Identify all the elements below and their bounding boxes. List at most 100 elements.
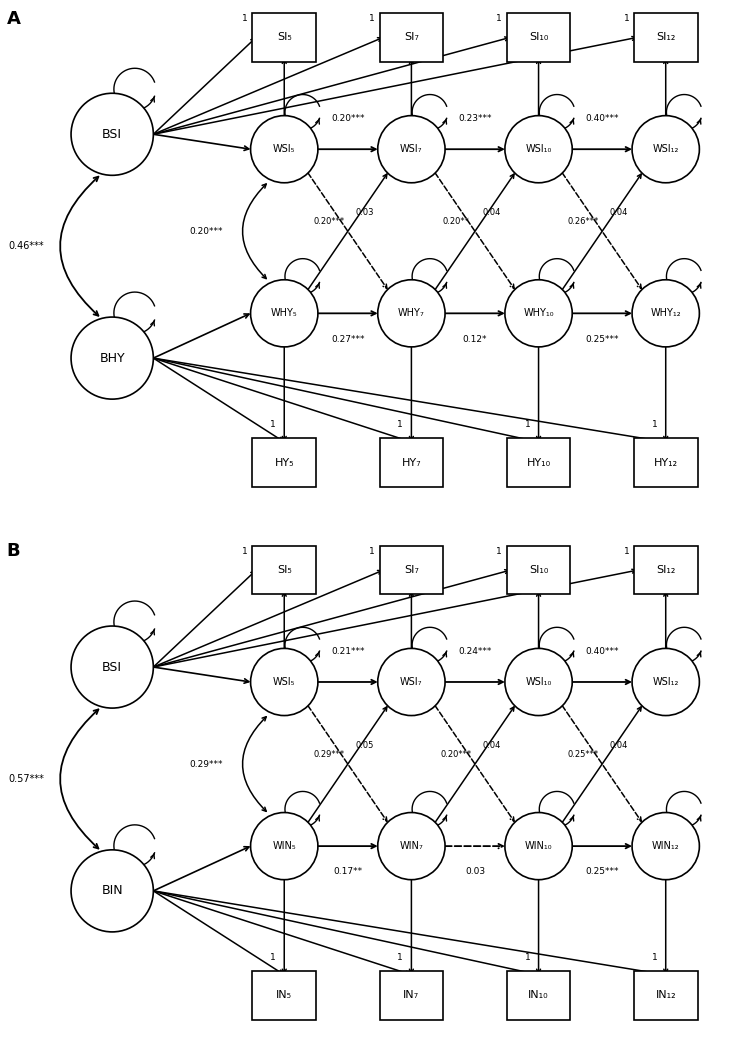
Text: 1: 1 — [270, 953, 276, 962]
Text: 0.20***: 0.20*** — [441, 750, 472, 759]
FancyBboxPatch shape — [379, 545, 443, 594]
Text: 1: 1 — [370, 546, 375, 556]
FancyBboxPatch shape — [252, 971, 316, 1019]
Text: SI₅: SI₅ — [277, 33, 292, 42]
Text: 0.04: 0.04 — [610, 208, 628, 217]
Text: 0.29***: 0.29*** — [189, 760, 222, 768]
Text: 1: 1 — [652, 953, 657, 962]
Text: IN₅: IN₅ — [276, 991, 292, 1000]
Text: WSI₁₀: WSI₁₀ — [525, 145, 552, 154]
Text: BHY: BHY — [99, 351, 125, 365]
Circle shape — [71, 318, 153, 399]
FancyBboxPatch shape — [634, 545, 697, 594]
Text: SI₇: SI₇ — [404, 33, 419, 42]
Circle shape — [378, 280, 445, 347]
Text: BIN: BIN — [102, 884, 123, 898]
Text: BSI: BSI — [102, 660, 122, 673]
Text: WSI₁₂: WSI₁₂ — [652, 677, 679, 687]
Text: WHY₁₀: WHY₁₀ — [524, 308, 554, 319]
Text: 0.03: 0.03 — [465, 867, 485, 877]
Text: IN₁₀: IN₁₀ — [528, 991, 549, 1000]
Circle shape — [71, 93, 153, 175]
Text: WSI₇: WSI₇ — [400, 677, 423, 687]
Text: 1: 1 — [242, 14, 248, 23]
Text: 0.27***: 0.27*** — [331, 334, 364, 344]
Text: 1: 1 — [652, 420, 657, 429]
Circle shape — [378, 649, 445, 715]
Text: 1: 1 — [497, 14, 502, 23]
Text: 0.20***: 0.20*** — [313, 217, 345, 226]
Text: IN₁₂: IN₁₂ — [655, 991, 676, 1000]
Text: WHY₇: WHY₇ — [398, 308, 425, 319]
Text: 1: 1 — [242, 546, 248, 556]
Text: 1: 1 — [624, 546, 629, 556]
Text: 0.20**: 0.20** — [443, 217, 470, 226]
Text: 1: 1 — [397, 953, 403, 962]
Circle shape — [632, 812, 699, 880]
Text: SI₁₀: SI₁₀ — [529, 33, 548, 42]
Text: HY₅: HY₅ — [275, 458, 294, 467]
Text: 0.05: 0.05 — [355, 741, 373, 750]
Text: SI₁₂: SI₁₂ — [656, 565, 675, 575]
Text: 0.04: 0.04 — [610, 741, 628, 750]
FancyBboxPatch shape — [507, 971, 570, 1019]
Text: 0.25***: 0.25*** — [568, 750, 599, 759]
Text: WIN₁₂: WIN₁₂ — [652, 841, 679, 851]
Text: WHY₅: WHY₅ — [271, 308, 298, 319]
Text: 0.46***: 0.46*** — [8, 242, 44, 251]
Text: A: A — [7, 9, 20, 27]
Text: 0.04: 0.04 — [482, 741, 500, 750]
FancyBboxPatch shape — [252, 545, 316, 594]
Circle shape — [251, 649, 318, 715]
Text: 0.25***: 0.25*** — [586, 867, 619, 877]
Circle shape — [251, 280, 318, 347]
Circle shape — [632, 649, 699, 715]
Text: 0.57***: 0.57*** — [8, 774, 44, 784]
Text: 1: 1 — [624, 14, 629, 23]
Circle shape — [378, 116, 445, 183]
Text: HY₁₂: HY₁₂ — [654, 458, 678, 467]
Text: 0.04: 0.04 — [482, 208, 500, 217]
Text: 0.24***: 0.24*** — [459, 647, 491, 655]
Circle shape — [632, 116, 699, 183]
Circle shape — [505, 116, 572, 183]
Text: 1: 1 — [370, 14, 375, 23]
Text: BSI: BSI — [102, 128, 122, 140]
Text: 1: 1 — [524, 953, 530, 962]
Text: WSI₁₂: WSI₁₂ — [652, 145, 679, 154]
Text: SI₅: SI₅ — [277, 565, 292, 575]
FancyBboxPatch shape — [634, 438, 697, 486]
Text: 0.20***: 0.20*** — [189, 227, 222, 235]
Circle shape — [378, 812, 445, 880]
Text: 0.29***: 0.29*** — [313, 750, 345, 759]
Text: WIN₁₀: WIN₁₀ — [525, 841, 552, 851]
Text: WSI₁₀: WSI₁₀ — [525, 677, 552, 687]
Text: WSI₇: WSI₇ — [400, 145, 423, 154]
Text: 1: 1 — [497, 546, 502, 556]
FancyBboxPatch shape — [634, 971, 697, 1019]
Circle shape — [505, 812, 572, 880]
Text: SI₁₀: SI₁₀ — [529, 565, 548, 575]
Text: WSI₅: WSI₅ — [273, 677, 295, 687]
Text: B: B — [7, 542, 20, 560]
Text: WSI₅: WSI₅ — [273, 145, 295, 154]
Text: WIN₇: WIN₇ — [399, 841, 423, 851]
Text: IN₇: IN₇ — [403, 991, 420, 1000]
Text: SI₁₂: SI₁₂ — [656, 33, 675, 42]
Text: HY₁₀: HY₁₀ — [527, 458, 551, 467]
Text: 0.12*: 0.12* — [463, 334, 487, 344]
FancyBboxPatch shape — [379, 438, 443, 486]
Text: 0.26***: 0.26*** — [568, 217, 599, 226]
Text: HY₇: HY₇ — [402, 458, 421, 467]
Text: WIN₅: WIN₅ — [272, 841, 296, 851]
FancyBboxPatch shape — [379, 971, 443, 1019]
Text: SI₇: SI₇ — [404, 565, 419, 575]
Text: 0.20***: 0.20*** — [331, 114, 364, 122]
Text: 0.40***: 0.40*** — [586, 114, 619, 122]
Text: 1: 1 — [270, 420, 276, 429]
Circle shape — [251, 812, 318, 880]
FancyBboxPatch shape — [252, 438, 316, 486]
Text: WHY₁₂: WHY₁₂ — [651, 308, 681, 319]
FancyBboxPatch shape — [507, 545, 570, 594]
FancyBboxPatch shape — [507, 438, 570, 486]
